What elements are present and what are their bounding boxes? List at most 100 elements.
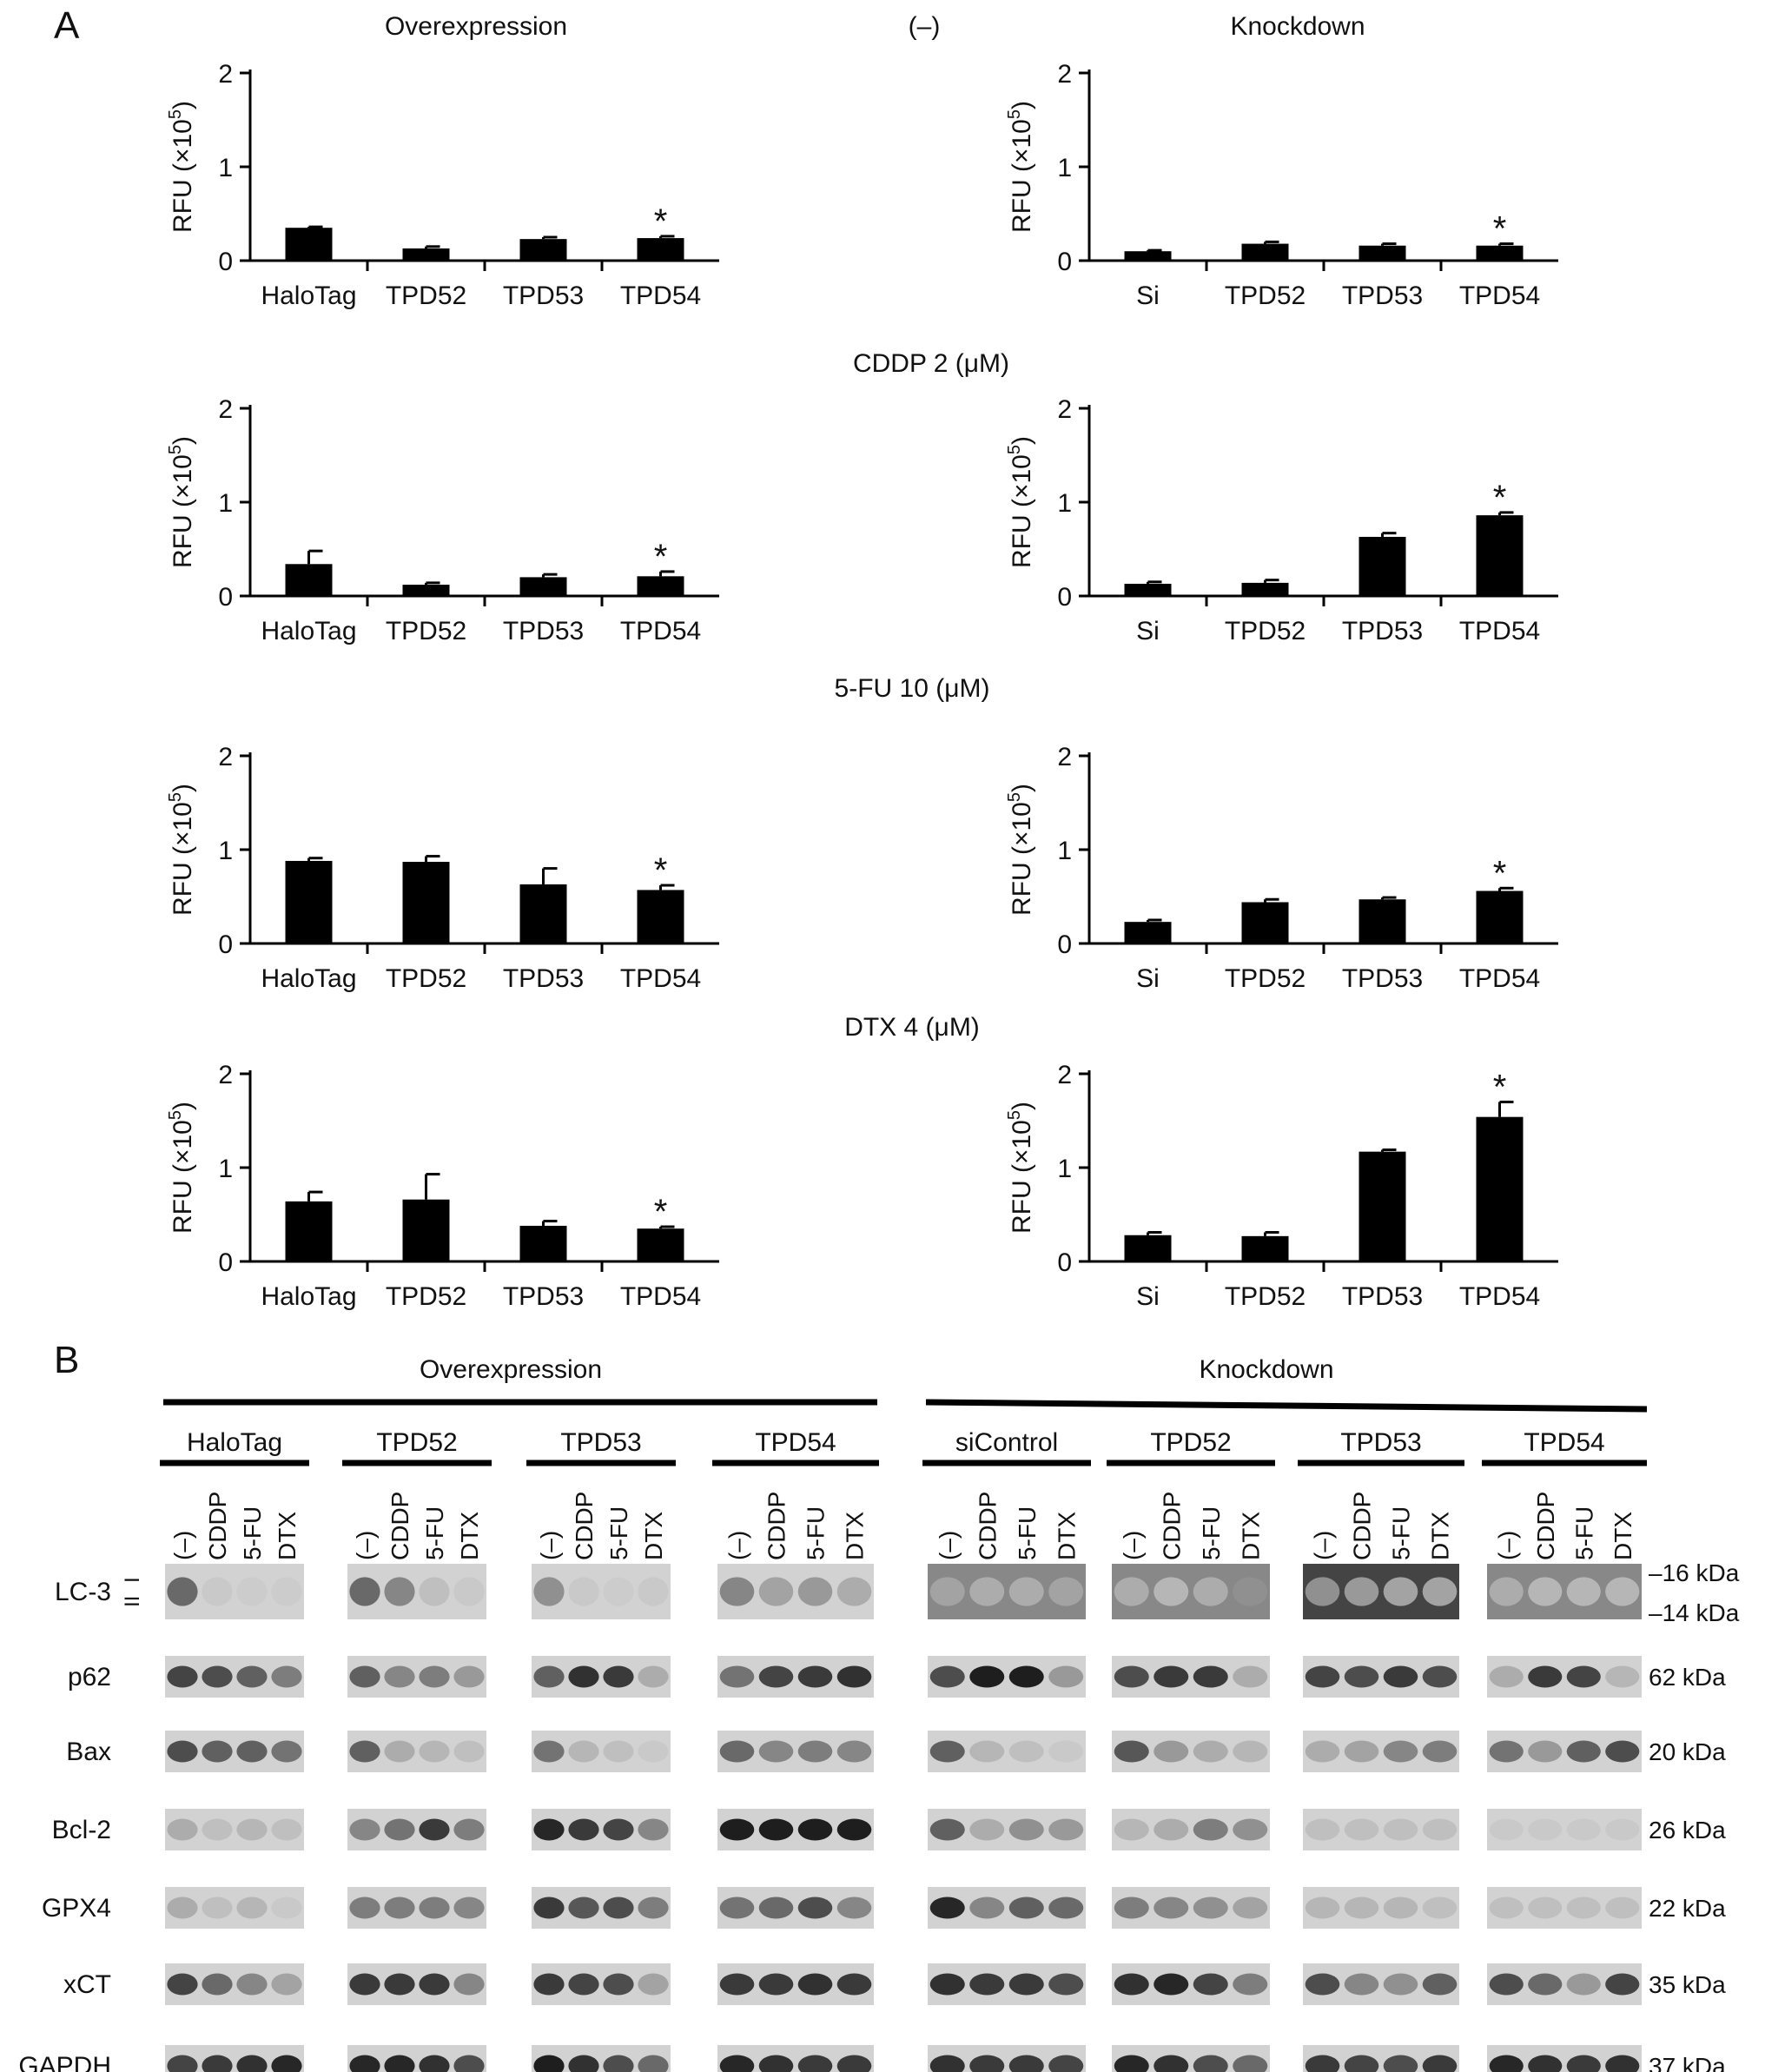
blot-band	[1048, 1665, 1084, 1688]
blot-band	[1008, 1818, 1044, 1841]
blot-band	[1528, 1973, 1563, 1996]
y-tick-label: 2	[218, 1061, 233, 1089]
x-tick-label: TPD54	[1459, 964, 1540, 993]
blot-band	[349, 1973, 380, 1996]
y-axis-label: RFU (×105)	[1005, 1102, 1036, 1234]
blot-band	[1008, 1577, 1044, 1606]
blot-band	[1344, 1577, 1379, 1606]
blot-band	[638, 1577, 669, 1606]
blot-band	[1383, 1897, 1418, 1919]
blot-band	[202, 1973, 233, 1996]
blot-band	[1114, 1897, 1149, 1919]
blot-band	[271, 1740, 302, 1763]
y-tick-label: 1	[1057, 154, 1072, 182]
blot-band	[1383, 1665, 1418, 1688]
blot-band	[969, 2055, 1005, 2072]
blot-band	[167, 1577, 198, 1606]
blot-band	[568, 1740, 599, 1763]
blot-band	[1566, 1818, 1601, 1841]
y-tick-label: 1	[218, 837, 233, 865]
blot-band	[1528, 2055, 1563, 2072]
blot-band	[1489, 2055, 1524, 2072]
y-axis-label-exp: 5	[166, 445, 185, 454]
lane-label: CDDP	[764, 1492, 790, 1560]
construct-label: TPD53	[1340, 1428, 1421, 1457]
lane-label: (–)	[1493, 1531, 1520, 1560]
blot-band	[236, 1665, 268, 1688]
y-axis-label-exp: 5	[1005, 445, 1024, 454]
panel-b-label: B	[54, 1339, 79, 1381]
blot-band	[1422, 1665, 1458, 1688]
blot-band	[758, 1897, 794, 1919]
blot-band	[167, 1665, 198, 1688]
blot-band	[349, 1665, 380, 1688]
blot-band	[638, 1973, 669, 1996]
blot-band	[603, 2055, 634, 2072]
y-axis-label-exp: 5	[166, 1110, 185, 1120]
significance-star: *	[654, 538, 668, 576]
blot-band	[758, 1665, 794, 1688]
y-axis-label-base: RFU (×10	[1008, 1120, 1036, 1234]
bar	[519, 239, 567, 261]
y-tick-label: 2	[1057, 1061, 1072, 1089]
blot-band	[1114, 1665, 1149, 1688]
bar	[1124, 1235, 1172, 1261]
x-tick-label: Si	[1136, 964, 1160, 993]
y-axis-label: RFU (×105)	[1005, 784, 1036, 916]
blot-band	[1305, 2055, 1340, 2072]
bar	[1358, 1151, 1406, 1261]
blot-band	[349, 1577, 380, 1606]
blot-band	[719, 1818, 755, 1841]
blot-band	[1344, 1740, 1379, 1763]
lane-label: DTX	[456, 1512, 483, 1560]
blot-band	[638, 1665, 669, 1688]
blot-band	[202, 1665, 233, 1688]
blot-band	[167, 1740, 198, 1763]
y-axis-label-close: )	[1008, 784, 1036, 792]
y-tick-label: 1	[1057, 837, 1072, 865]
blot-band	[758, 1740, 794, 1763]
blot-band	[1383, 2055, 1418, 2072]
blot-band	[1383, 1740, 1418, 1763]
construct-label: TPD54	[1524, 1428, 1604, 1457]
bar	[1241, 243, 1289, 261]
bar	[1241, 1235, 1289, 1261]
blot-band	[271, 1897, 302, 1919]
lane-label: (–)	[1119, 1531, 1146, 1560]
blot-band	[384, 1818, 415, 1841]
blot-band	[638, 1897, 669, 1919]
lane-label: (–)	[352, 1531, 379, 1560]
overexpression-col-title: Overexpression	[385, 12, 567, 41]
lane-label: CDDP	[571, 1492, 598, 1560]
lane-label: 5-FU	[1388, 1506, 1415, 1560]
condition-none-title: (–)	[909, 12, 941, 41]
x-tick-label: Si	[1136, 281, 1160, 310]
blot-band	[1193, 1665, 1228, 1688]
blot-band	[1566, 1897, 1601, 1919]
blot-band	[1422, 1973, 1458, 1996]
protein-label: GAPDH	[18, 2052, 111, 2072]
bar	[1476, 245, 1524, 261]
chart-knockdown-1: 0 1 2 RFU (×105) Si TPD52 TPD53 TPD54 *	[1005, 395, 1558, 645]
blot-band	[929, 1818, 965, 1841]
lane-label: DTX	[640, 1512, 667, 1560]
chart-overexpression-1: 0 1 2 RFU (×105) HaloTag TPD52 TPD53 TPD54 *	[166, 395, 719, 645]
lane-label: DTX	[1053, 1512, 1080, 1560]
blot-band	[202, 2055, 233, 2072]
blot-band	[969, 1577, 1005, 1606]
y-axis-label-close: )	[169, 101, 197, 109]
blot-band	[1566, 1973, 1601, 1996]
chart-overexpression-0: 0 1 2 RFU (×105) HaloTag TPD52 TPD53 TPD54 *	[166, 60, 719, 310]
blot-band	[1422, 1740, 1458, 1763]
blot-band	[1114, 2055, 1149, 2072]
bar	[402, 585, 450, 596]
blot-band	[453, 1577, 485, 1606]
blot-band	[1233, 1577, 1268, 1606]
blot-band	[271, 1665, 302, 1688]
blot-band	[453, 1740, 485, 1763]
protein-label: xCT	[63, 1970, 111, 1999]
blot-band	[969, 1740, 1005, 1763]
blot-band	[271, 1818, 302, 1841]
blot-band	[638, 1740, 669, 1763]
